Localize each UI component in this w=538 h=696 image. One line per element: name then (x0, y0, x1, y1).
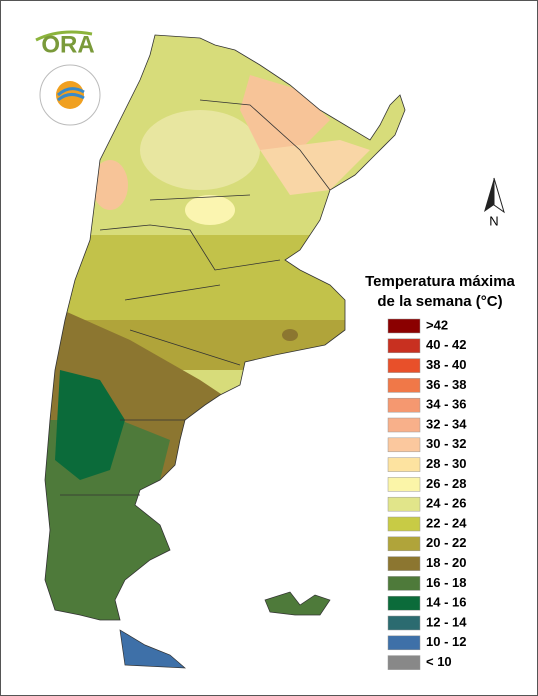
legend-label: 26 - 28 (426, 476, 466, 491)
legend-label: < 10 (426, 654, 452, 669)
legend-label: 24 - 26 (426, 496, 466, 511)
legend-swatch (387, 417, 421, 433)
legend-swatch (387, 437, 421, 453)
legend-label: 16 - 18 (426, 575, 466, 590)
legend-label: 36 - 38 (426, 377, 466, 392)
legend-swatch (387, 536, 421, 552)
legend-label: 12 - 14 (426, 614, 467, 629)
legend-swatch (387, 397, 421, 413)
legend-swatch (387, 338, 421, 354)
legend-label: 20 - 22 (426, 535, 466, 550)
legend-label: 10 - 12 (426, 634, 466, 649)
compass: N (484, 177, 505, 228)
legend-swatch (387, 615, 421, 631)
legend: >42 40 - 42 38 - 40 36 - 38 34 - 36 32 - 34 30… (387, 317, 467, 670)
legend-swatch (387, 595, 421, 611)
legend-label: 18 - 20 (426, 555, 466, 570)
legend-swatch (387, 516, 421, 532)
legend-swatch (387, 635, 421, 651)
legend-label: 40 - 42 (426, 337, 466, 352)
legend-swatch (387, 556, 421, 571)
legend-swatch (387, 318, 421, 334)
legend-label: 32 - 34 (426, 416, 467, 431)
legend-title: de la semana (°C) (377, 293, 502, 310)
legend-label: 38 - 40 (426, 357, 466, 372)
legend-label: >42 (426, 317, 448, 332)
compass-label: N (489, 213, 498, 228)
legend-swatch (387, 655, 421, 670)
logo-text: ORA (41, 31, 94, 58)
legend-label: 22 - 24 (426, 515, 467, 530)
legend-swatch (387, 457, 421, 472)
logo: ORA (35, 30, 101, 126)
tierra-del-fuego (119, 629, 186, 669)
legend-swatch (387, 576, 421, 591)
legend-title: Temperatura máxima (365, 273, 515, 290)
legend-label: 14 - 16 (426, 595, 466, 610)
province-borders (44, 34, 406, 621)
legend-swatch (387, 378, 421, 393)
malvinas (264, 591, 331, 616)
legend-label: 30 - 32 (426, 436, 466, 451)
legend-swatch (387, 358, 421, 373)
legend-swatch (387, 477, 421, 492)
legend-label: 34 - 36 (426, 397, 466, 412)
legend-label: 28 - 30 (426, 456, 466, 471)
legend-swatch (387, 496, 421, 512)
